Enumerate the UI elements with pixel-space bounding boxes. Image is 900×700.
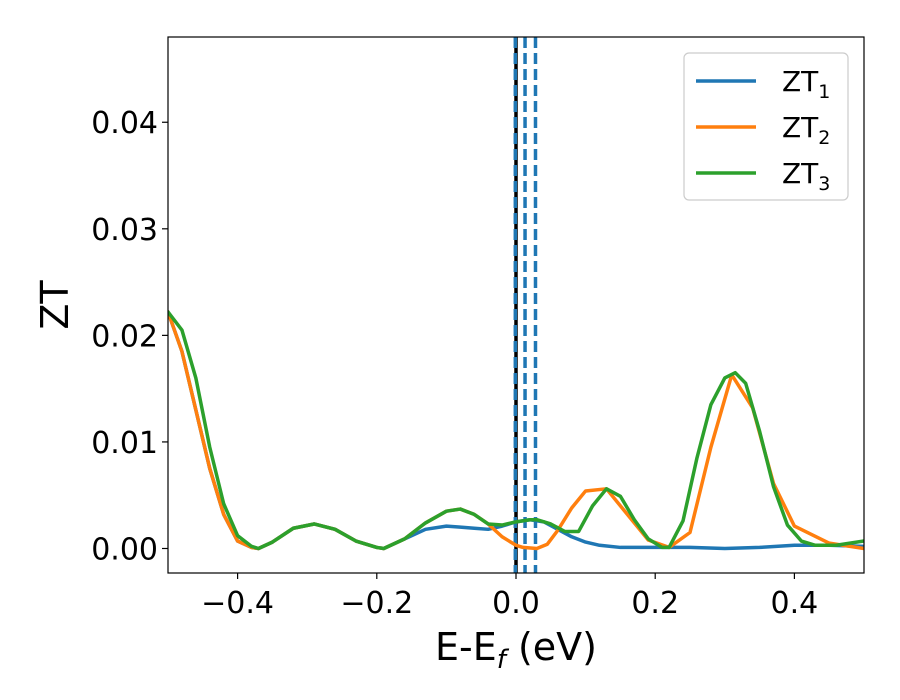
- x-tick-label: −0.4: [201, 586, 274, 621]
- x-axis-label: E-Ef (eV): [435, 625, 597, 675]
- x-tick-label: 0.2: [631, 586, 679, 621]
- series-lines: [168, 310, 864, 551]
- y-tick-label: 0.02: [91, 319, 158, 354]
- x-axis: −0.4 −0.2 0.0 0.2 0.4: [201, 573, 818, 621]
- reference-lines: [513, 37, 538, 573]
- series-line-zt3: [168, 310, 864, 551]
- legend: ZT1 ZT2 ZT3: [683, 52, 849, 201]
- y-axis: 0.00 0.01 0.02 0.03 0.04: [91, 106, 168, 567]
- y-tick-label: 0.04: [91, 106, 158, 141]
- y-tick-label: 0.00: [91, 532, 158, 567]
- legend-label: ZT2: [782, 111, 830, 149]
- x-tick-label: 0.0: [492, 586, 540, 621]
- legend-box: [683, 52, 849, 201]
- legend-label: ZT1: [782, 65, 830, 103]
- legend-label: ZT3: [782, 157, 830, 195]
- y-tick-label: 0.03: [91, 213, 158, 248]
- y-axis-label: ZT: [33, 280, 77, 330]
- x-tick-label: −0.2: [340, 586, 413, 621]
- y-tick-label: 0.01: [91, 426, 158, 461]
- x-tick-label: 0.4: [771, 586, 819, 621]
